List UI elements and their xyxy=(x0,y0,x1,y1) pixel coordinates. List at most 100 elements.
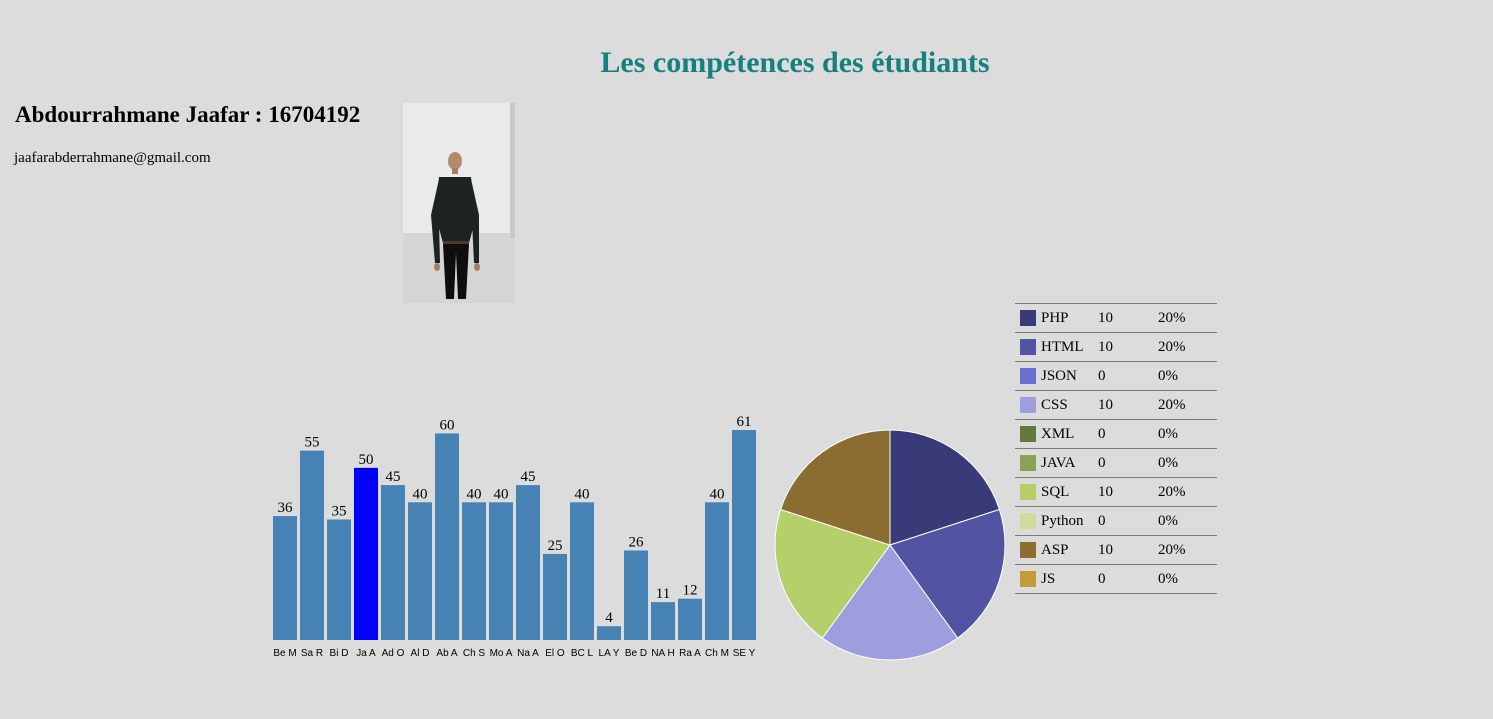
x-tick-label: Bi D xyxy=(330,648,349,659)
legend-label: JSON xyxy=(1041,361,1098,391)
legend-row: XML 0 0% xyxy=(1015,419,1217,449)
bar-11 xyxy=(570,502,594,640)
x-tick-label: LA Y xyxy=(599,648,620,659)
legend-row: CSS 10 20% xyxy=(1015,390,1217,420)
legend-percent: 20% xyxy=(1158,332,1217,362)
bar-value-label: 40 xyxy=(413,486,428,502)
x-tick-label: SE Y xyxy=(733,648,756,659)
legend-row: HTML 10 20% xyxy=(1015,332,1217,362)
legend-swatch xyxy=(1020,368,1036,384)
pie-slice-html xyxy=(889,508,1006,639)
legend-value: 10 xyxy=(1098,303,1158,333)
legend-row: JAVA 0 0% xyxy=(1015,448,1217,478)
legend-label: JS xyxy=(1041,564,1098,594)
legend-swatch xyxy=(1020,484,1036,500)
legend-percent: 20% xyxy=(1158,477,1217,507)
legend-percent: 20% xyxy=(1158,390,1217,420)
legend-percent: 0% xyxy=(1158,448,1217,478)
legend-percent: 0% xyxy=(1158,564,1217,594)
legend-row: JS 0 0% xyxy=(1015,564,1217,594)
legend-value: 10 xyxy=(1098,477,1158,507)
legend-label: ASP xyxy=(1041,535,1098,565)
legend-row: ASP 10 20% xyxy=(1015,535,1217,565)
legend-percent: 20% xyxy=(1158,303,1217,333)
legend-value: 10 xyxy=(1098,535,1158,565)
bar-value-label: 35 xyxy=(332,504,347,520)
bar-0 xyxy=(273,516,297,640)
legend-swatch xyxy=(1020,571,1036,587)
x-tick-label: Ra A xyxy=(679,648,701,659)
bar-14 xyxy=(651,602,675,640)
bar-value-label: 25 xyxy=(548,538,563,554)
bar-value-label: 60 xyxy=(440,417,455,433)
x-tick-label: Be D xyxy=(625,648,647,659)
x-tick-label: Ch M xyxy=(705,648,729,659)
legend-row: SQL 10 20% xyxy=(1015,477,1217,507)
legend-swatch xyxy=(1020,339,1036,355)
legend-value: 0 xyxy=(1098,448,1158,478)
legend-label: JAVA xyxy=(1041,448,1098,478)
x-tick-label: Ch S xyxy=(463,648,486,659)
bar-value-label: 45 xyxy=(521,469,536,485)
pie-slice-sql xyxy=(774,508,891,639)
bar-value-label: 4 xyxy=(605,610,613,626)
bar-value-label: 40 xyxy=(575,486,590,502)
legend-swatch xyxy=(1020,426,1036,442)
legend-swatch xyxy=(1020,310,1036,326)
legend-swatch xyxy=(1020,397,1036,413)
legend-swatch xyxy=(1020,513,1036,529)
pie-legend: PHP 10 20% HTML 10 20% JSON 0 0% CSS 10 20% XML 0 0% JA… xyxy=(1015,303,1217,594)
x-tick-label: Ja A xyxy=(356,648,376,659)
bar-16 xyxy=(705,502,729,640)
pie-slice-css xyxy=(821,544,959,661)
bar-value-label: 26 xyxy=(629,534,645,550)
legend-value: 0 xyxy=(1098,506,1158,536)
student-email: jaafarabderrahmane@gmail.com xyxy=(14,150,211,166)
legend-row: Python 0 0% xyxy=(1015,506,1217,536)
bar-7 xyxy=(462,502,486,640)
bar-1 xyxy=(300,450,324,640)
x-tick-label: Ab A xyxy=(436,648,457,659)
legend-percent: 0% xyxy=(1158,506,1217,536)
bar-value-label: 12 xyxy=(683,583,698,599)
student-name: Abdourrahmane Jaafar : 16704192 xyxy=(15,102,361,127)
legend-value: 0 xyxy=(1098,564,1158,594)
legend-row: JSON 0 0% xyxy=(1015,361,1217,391)
bar-4 xyxy=(381,485,405,640)
x-tick-label: Al D xyxy=(411,648,430,659)
x-tick-label: BC L xyxy=(571,648,594,659)
legend-label: Python xyxy=(1041,506,1098,536)
legend-label: PHP xyxy=(1041,303,1098,333)
legend-value: 0 xyxy=(1098,419,1158,449)
bar-value-label: 55 xyxy=(305,435,320,451)
bar-value-label: 61 xyxy=(737,414,752,430)
pie-slice-php xyxy=(889,429,1001,546)
bar-value-label: 40 xyxy=(710,486,725,502)
legend-percent: 0% xyxy=(1158,419,1217,449)
legend-label: CSS xyxy=(1041,390,1098,420)
pie-slice-asp xyxy=(779,429,891,546)
legend-swatch xyxy=(1020,455,1036,471)
x-tick-label: Na A xyxy=(517,648,539,659)
bar-5 xyxy=(408,502,432,640)
bar-3 xyxy=(354,467,378,640)
legend-value: 10 xyxy=(1098,332,1158,362)
bar-17 xyxy=(732,430,756,640)
bar-value-label: 40 xyxy=(494,486,509,502)
bar-9 xyxy=(516,485,540,640)
x-tick-label: El O xyxy=(545,648,565,659)
bar-8 xyxy=(489,502,513,640)
student-photo xyxy=(403,103,515,303)
legend-percent: 20% xyxy=(1158,535,1217,565)
x-tick-label: Ad O xyxy=(382,648,405,659)
bar-value-label: 50 xyxy=(359,452,374,468)
bar-10 xyxy=(543,553,567,640)
bar-2 xyxy=(327,519,351,640)
bar-6 xyxy=(435,433,459,640)
legend-label: HTML xyxy=(1041,332,1098,362)
x-tick-label: Mo A xyxy=(490,648,513,659)
legend-row: PHP 10 20% xyxy=(1015,303,1217,333)
page-title: Les compétences des étudiants xyxy=(600,46,990,79)
legend-value: 0 xyxy=(1098,361,1158,391)
bar-13 xyxy=(624,550,648,640)
